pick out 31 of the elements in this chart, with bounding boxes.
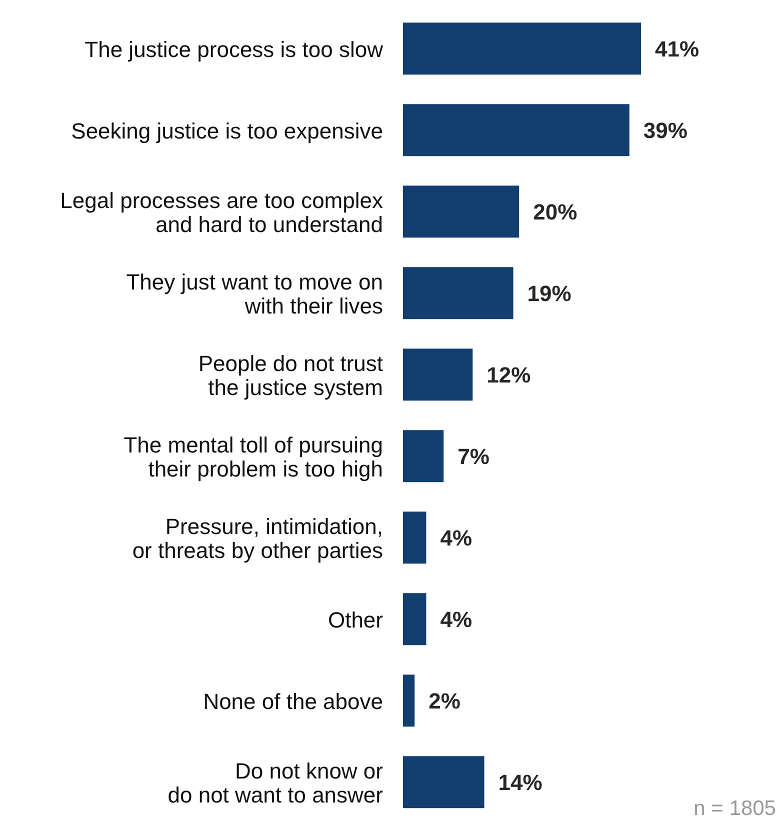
data-label: 19%	[527, 280, 572, 306]
data-label: 12%	[486, 362, 531, 388]
bar	[403, 756, 484, 808]
y-tick-label: They just want to move on with their lives	[126, 268, 383, 318]
y-tick-label: Do not know or do not want to answer	[168, 758, 383, 807]
bar	[403, 104, 630, 156]
bar	[403, 267, 514, 320]
bar	[403, 512, 426, 564]
data-label: 39%	[643, 118, 688, 143]
bar	[403, 593, 426, 646]
bar	[403, 674, 415, 727]
y-tick-label: The justice process is too slow	[84, 36, 384, 62]
data-label: 4%	[440, 606, 472, 632]
text: n = 1805	[694, 797, 776, 821]
data-label: 41%	[655, 36, 700, 62]
y-tick-label: People do not trust the justice system	[198, 350, 383, 400]
bar	[403, 22, 641, 75]
data-label: 14%	[498, 770, 542, 795]
y-tick-label: Pressure, intimidation, or threats by other parties	[132, 513, 383, 562]
y-tick-label: The mental toll of pursuing their problem is too high	[124, 432, 383, 481]
y-tick-label: None of the above	[203, 688, 383, 714]
bar	[403, 348, 473, 401]
data-label: 20%	[533, 199, 578, 224]
y-tick-label: Other	[328, 606, 383, 632]
data-label: 7%	[458, 444, 490, 469]
y-tick-label: Seeking justice is too expensive	[71, 118, 383, 143]
bar	[403, 430, 444, 482]
bar	[403, 186, 520, 238]
y-tick-label: Legal processes are too complex and hard to understand	[60, 187, 383, 236]
data-label: 4%	[440, 525, 472, 550]
data-label: 2%	[428, 688, 460, 714]
